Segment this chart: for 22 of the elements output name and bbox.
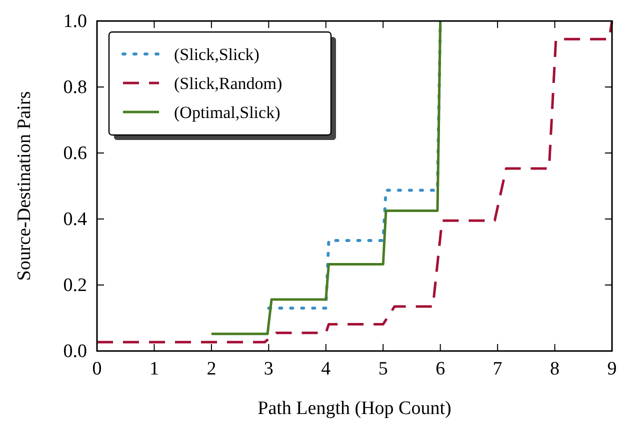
y-tick-label: 0.2 (63, 275, 87, 296)
x-axis-title: Path Length (Hop Count) (258, 398, 452, 419)
y-tick-label: 0.4 (63, 209, 88, 230)
y-tick-label: 0.0 (63, 341, 87, 362)
x-tick-label: 0 (92, 358, 102, 380)
x-tick-label: 7 (492, 358, 502, 380)
legend-label: (Optimal,Slick) (174, 103, 280, 122)
x-tick-label: 9 (607, 358, 617, 380)
y-tick-label: 1.0 (63, 11, 87, 32)
x-tick-label: 1 (149, 358, 159, 380)
y-axis-title: Source-Destination Pairs (14, 91, 35, 281)
y-tick-label: 0.8 (63, 77, 87, 98)
y-tick-label: 0.6 (63, 143, 87, 164)
line-series (96, 20, 614, 344)
x-tick-label: 2 (206, 358, 216, 380)
legend-label: (Slick,Slick) (174, 45, 260, 64)
x-tick-label: 4 (321, 358, 332, 380)
x-tick-label: 8 (550, 358, 560, 380)
legend-label: (Slick,Random) (174, 74, 282, 93)
x-tick-label: 6 (436, 358, 446, 380)
x-tick-label: 5 (378, 358, 388, 380)
x-tick-label: 3 (264, 358, 274, 380)
